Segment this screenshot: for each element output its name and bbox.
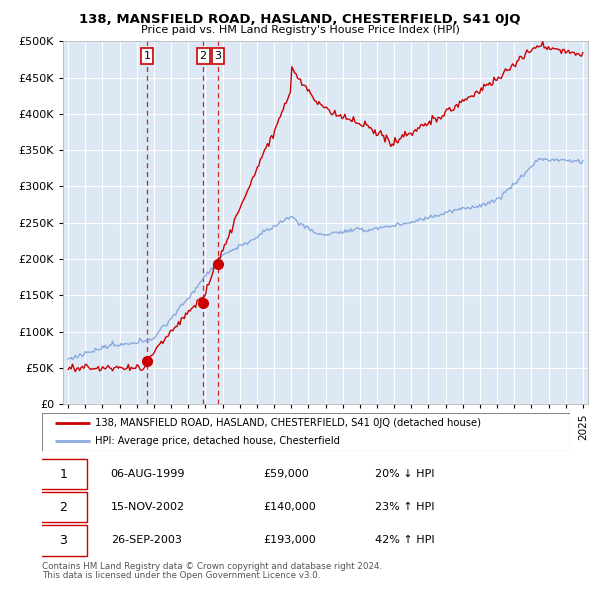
Text: 20% ↓ HPI: 20% ↓ HPI xyxy=(374,469,434,479)
Text: HPI: Average price, detached house, Chesterfield: HPI: Average price, detached house, Ches… xyxy=(95,436,340,446)
Text: 1: 1 xyxy=(59,468,67,481)
Text: 3: 3 xyxy=(59,534,67,547)
FancyBboxPatch shape xyxy=(40,526,87,556)
Text: 2: 2 xyxy=(59,501,67,514)
FancyBboxPatch shape xyxy=(40,459,87,489)
Text: 2: 2 xyxy=(200,51,207,61)
Text: 42% ↑ HPI: 42% ↑ HPI xyxy=(374,536,434,546)
Text: 138, MANSFIELD ROAD, HASLAND, CHESTERFIELD, S41 0JQ (detached house): 138, MANSFIELD ROAD, HASLAND, CHESTERFIE… xyxy=(95,418,481,428)
Text: £140,000: £140,000 xyxy=(264,503,317,512)
Text: 06-AUG-1999: 06-AUG-1999 xyxy=(110,469,185,479)
Text: 3: 3 xyxy=(214,51,221,61)
Text: £193,000: £193,000 xyxy=(264,536,317,546)
FancyBboxPatch shape xyxy=(42,413,570,451)
Text: 138, MANSFIELD ROAD, HASLAND, CHESTERFIELD, S41 0JQ: 138, MANSFIELD ROAD, HASLAND, CHESTERFIE… xyxy=(79,13,521,26)
FancyBboxPatch shape xyxy=(40,492,87,523)
Text: 15-NOV-2002: 15-NOV-2002 xyxy=(110,503,185,512)
Text: £59,000: £59,000 xyxy=(264,469,310,479)
Text: 1: 1 xyxy=(143,51,151,61)
Text: Contains HM Land Registry data © Crown copyright and database right 2024.: Contains HM Land Registry data © Crown c… xyxy=(42,562,382,571)
Text: This data is licensed under the Open Government Licence v3.0.: This data is licensed under the Open Gov… xyxy=(42,571,320,579)
Text: 23% ↑ HPI: 23% ↑ HPI xyxy=(374,503,434,512)
Text: Price paid vs. HM Land Registry's House Price Index (HPI): Price paid vs. HM Land Registry's House … xyxy=(140,25,460,35)
Text: 26-SEP-2003: 26-SEP-2003 xyxy=(110,536,182,546)
